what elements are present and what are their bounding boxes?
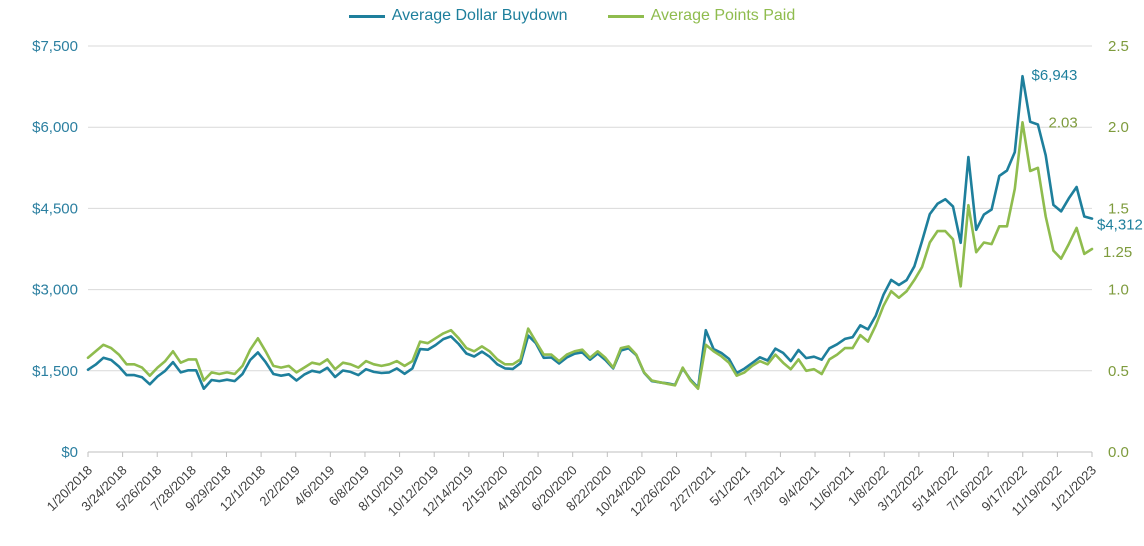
data-label: $6,943 bbox=[1031, 67, 1077, 84]
left-axis-label: $4,500 bbox=[32, 200, 78, 217]
legend-label-points-paid: Average Points Paid bbox=[650, 7, 796, 24]
legend-line-swatch-dollar-buydown bbox=[348, 14, 385, 18]
legend-line-swatch-points-paid bbox=[607, 14, 644, 18]
right-axis-label: 0.0 bbox=[1108, 444, 1129, 461]
left-axis-label: $7,500 bbox=[32, 38, 78, 55]
right-axis-label: 2.5 bbox=[1108, 38, 1129, 55]
left-axis-label: $0 bbox=[61, 444, 78, 461]
legend-item-average-points-paid: Average Points Paid bbox=[607, 7, 796, 25]
chart-legend: Average Dollar Buydown Average Points Pa… bbox=[0, 7, 1144, 25]
right-axis-label: 0.5 bbox=[1108, 363, 1129, 380]
right-axis-label: 1.5 bbox=[1108, 200, 1129, 217]
left-axis-label: $3,000 bbox=[32, 282, 78, 299]
data-label: $4,312 bbox=[1097, 217, 1143, 234]
series-line-average-points-paid bbox=[86, 121, 1094, 391]
series-line-average-dollar-buydown bbox=[86, 74, 1094, 391]
left-axis-label: $6,000 bbox=[32, 119, 78, 136]
right-axis-label: 1.0 bbox=[1108, 282, 1129, 299]
data-label: 2.03 bbox=[1048, 114, 1077, 131]
left-axis-label: $1,500 bbox=[32, 363, 78, 380]
right-axis-label: 2.0 bbox=[1108, 119, 1129, 136]
legend-label-dollar-buydown: Average Dollar Buydown bbox=[391, 7, 568, 24]
legend-item-average-dollar-buydown: Average Dollar Buydown bbox=[348, 7, 568, 25]
data-label: 1.25 bbox=[1103, 244, 1132, 261]
